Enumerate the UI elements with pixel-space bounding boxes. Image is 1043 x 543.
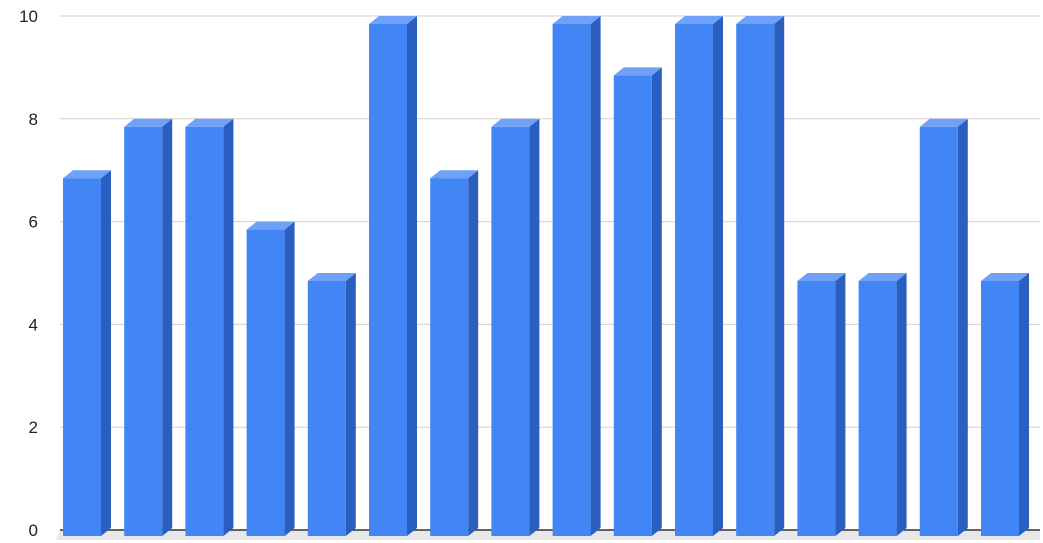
bar-side <box>651 67 662 537</box>
bar <box>124 118 173 537</box>
bar-top <box>613 67 662 76</box>
y-axis-ticks: 0 2 4 6 8 10 <box>19 7 38 540</box>
bar-side <box>896 273 907 536</box>
bar <box>491 118 540 537</box>
bars <box>63 16 1029 537</box>
bar-front <box>246 229 285 536</box>
bar-top <box>919 118 968 127</box>
y-tick-label: 4 <box>29 315 38 334</box>
bar-side <box>590 16 601 536</box>
bar <box>63 170 111 536</box>
bar-top <box>430 170 479 179</box>
bar-side <box>284 221 295 536</box>
bar <box>675 16 723 536</box>
bar-side <box>101 170 111 536</box>
bar-front <box>613 75 652 537</box>
bar-front <box>981 281 1019 536</box>
y-tick-label: 2 <box>29 418 38 437</box>
bar <box>552 16 601 536</box>
bar-front <box>430 178 469 536</box>
bar-front <box>491 126 530 537</box>
bar-side <box>529 118 540 537</box>
bar-front <box>63 178 101 536</box>
bar-top <box>246 221 295 230</box>
bar-top <box>675 16 723 24</box>
bar <box>736 16 785 536</box>
bar-front <box>369 24 407 536</box>
bar-front <box>797 281 836 536</box>
y-tick-label: 8 <box>29 110 38 129</box>
bar <box>369 16 417 536</box>
bar-side <box>957 118 968 537</box>
y-tick-label: 10 <box>19 7 38 26</box>
bar <box>613 67 662 537</box>
bar-side <box>1019 273 1029 536</box>
floor-plane <box>56 530 1040 540</box>
bar-top <box>552 16 601 24</box>
bar-side <box>407 16 417 536</box>
bar-side <box>162 118 173 537</box>
bar-top <box>63 170 111 179</box>
bar-front <box>124 126 163 537</box>
bar <box>858 273 907 536</box>
bar-top <box>797 273 846 281</box>
bar-side <box>713 16 723 536</box>
bar-side <box>774 16 785 536</box>
bar-top <box>858 273 907 281</box>
bar <box>919 118 968 537</box>
bar <box>246 221 295 536</box>
bar-top <box>736 16 785 24</box>
bar <box>981 273 1029 536</box>
bar-side <box>345 273 356 536</box>
bar-front <box>919 126 958 537</box>
bar <box>307 273 356 536</box>
bar <box>185 118 234 537</box>
bar-side <box>223 118 234 537</box>
bar-front <box>307 281 346 536</box>
bar-top <box>307 273 356 281</box>
bar-front <box>858 281 897 536</box>
bar-top <box>369 16 417 24</box>
bar <box>430 170 479 536</box>
bar-front <box>552 24 591 536</box>
y-tick-label: 0 <box>29 521 38 540</box>
bar-front <box>675 24 713 536</box>
bar-front <box>185 126 224 537</box>
bar-top <box>981 273 1029 281</box>
bar-top <box>491 118 540 127</box>
bar-top <box>124 118 173 127</box>
bar <box>797 273 846 536</box>
bar-side <box>835 273 846 536</box>
bar-top <box>185 118 234 127</box>
bar-side <box>468 170 479 536</box>
bar-front <box>736 24 775 536</box>
y-tick-label: 6 <box>29 213 38 232</box>
